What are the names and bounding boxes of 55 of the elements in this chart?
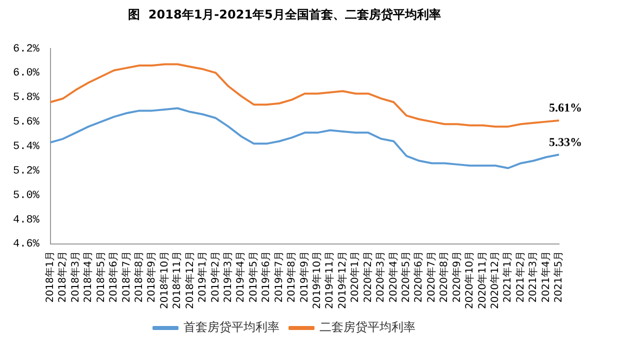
x-tick-label: 2018年6月 [108, 250, 120, 303]
x-tick-label: 2019年4月 [234, 250, 247, 303]
x-tick-label: 2020年12月 [489, 250, 502, 310]
x-tick-label: 2019年2月 [209, 250, 222, 303]
x-tick-label: 2019年12月 [336, 250, 348, 310]
y-tick-label: 4.6% [13, 238, 40, 251]
x-tick-label: 2019年5月 [247, 250, 260, 303]
y-tick-label: 6.0% [13, 68, 40, 80]
x-tick-label: 2018年4月 [82, 250, 94, 303]
x-tick-label: 2018年11月 [171, 250, 184, 310]
x-tick-label: 2018年2月 [56, 250, 69, 303]
x-tick-label: 2020年8月 [438, 250, 450, 303]
x-tick-label: 2019年9月 [298, 250, 310, 303]
x-tick-label: 2021年5月 [552, 250, 565, 303]
x-tick-label: 2019年11月 [324, 250, 336, 310]
x-tick-label: 2020年6月 [412, 250, 425, 303]
x-tick-label: 2021年2月 [514, 250, 526, 303]
x-tick-label: 2020年7月 [425, 250, 438, 303]
legend-label: 二套房贷平均利率 [320, 320, 416, 334]
x-tick-label: 2018年3月 [69, 250, 82, 303]
y-tick-label: 5.6% [13, 116, 40, 129]
x-tick-label: 2020年1月 [349, 250, 362, 303]
x-tick-label: 2018年1月 [44, 250, 56, 303]
x-tick-label: 2018年8月 [133, 250, 145, 303]
x-tick-label: 2018年10月 [158, 250, 170, 310]
y-tick-label: 6.2% [13, 43, 40, 56]
x-tick-label: 2018年7月 [120, 250, 132, 303]
x-tick-label: 2021年4月 [540, 250, 552, 303]
chart-title: 图 2018年1月-2021年5月全国首套、二套房贷平均利率 [128, 7, 441, 22]
x-tick-label: 2021年1月 [502, 250, 514, 303]
x-tick-label: 2020年10月 [464, 250, 476, 310]
annotation: 5.33% [549, 134, 582, 149]
x-tick-label: 2020年11月 [476, 250, 488, 310]
x-tick-label: 2018年9月 [146, 250, 158, 303]
x-tick-label: 2020年2月 [362, 250, 374, 303]
x-tick-label: 2020年3月 [374, 250, 387, 303]
annotation: 5.61% [549, 100, 582, 115]
y-tick-label: 5.0% [13, 190, 40, 202]
x-tick-label: 2018年12月 [184, 250, 196, 310]
y-tick-label: 5.2% [13, 165, 40, 178]
x-tick-label: 2018年5月 [94, 250, 107, 303]
x-tick-label: 2021年3月 [527, 250, 540, 303]
y-tick-label: 5.8% [13, 92, 40, 104]
x-tick-label: 2019年3月 [222, 250, 234, 303]
x-tick-label: 2019年6月 [260, 250, 272, 303]
x-tick-label: 2020年4月 [387, 250, 400, 303]
x-tick-label: 2020年9月 [450, 250, 463, 303]
x-tick-label: 2019年1月 [196, 250, 209, 303]
x-tick-label: 2019年7月 [272, 250, 285, 303]
y-tick-label: 5.4% [13, 141, 40, 154]
x-tick-label: 2019年8月 [286, 250, 298, 303]
legend-label: 首套房贷平均利率 [184, 320, 280, 334]
x-tick-label: 2020年5月 [400, 250, 412, 303]
y-tick-label: 4.8% [13, 214, 40, 226]
x-tick-label: 2019年10月 [311, 250, 324, 310]
